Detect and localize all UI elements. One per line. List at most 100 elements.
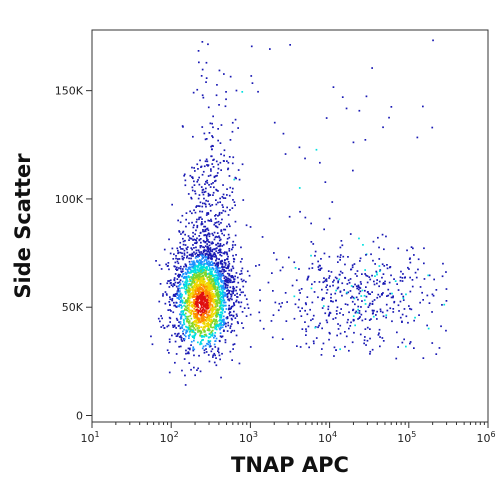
data-point <box>186 317 189 320</box>
data-point <box>201 310 203 312</box>
data-point <box>224 270 227 272</box>
data-point <box>197 264 200 266</box>
data-point <box>210 287 212 290</box>
data-point <box>167 324 170 327</box>
data-point <box>212 292 215 295</box>
data-point <box>204 283 206 286</box>
data-point <box>214 354 216 357</box>
data-point <box>211 288 214 290</box>
data-point <box>228 304 230 307</box>
data-point <box>210 298 212 301</box>
data-point <box>401 313 404 316</box>
data-point <box>201 302 204 305</box>
data-point <box>216 270 219 273</box>
data-point <box>178 267 180 269</box>
data-point <box>182 243 185 246</box>
data-point <box>177 297 180 300</box>
data-point <box>426 294 429 297</box>
data-point <box>203 316 206 318</box>
data-point <box>180 295 183 298</box>
data-point <box>168 316 171 319</box>
data-point <box>182 240 185 243</box>
data-point <box>202 276 205 278</box>
data-point <box>200 339 203 342</box>
data-point <box>197 278 200 280</box>
data-point <box>205 259 208 262</box>
data-point <box>397 247 400 250</box>
data-point <box>186 246 189 248</box>
data-point <box>215 160 218 163</box>
data-point <box>208 287 210 289</box>
data-point <box>219 305 221 307</box>
data-point <box>177 252 179 255</box>
data-point <box>226 194 228 196</box>
data-point <box>217 293 220 296</box>
data-point <box>231 130 234 133</box>
data-point <box>209 343 211 345</box>
data-point <box>220 314 223 316</box>
data-point <box>218 235 220 238</box>
data-point <box>193 238 196 241</box>
data-point <box>198 238 201 241</box>
data-point <box>346 291 348 294</box>
data-point <box>179 267 182 270</box>
data-point <box>375 314 377 316</box>
data-point <box>232 343 235 346</box>
data-point <box>221 218 223 221</box>
data-point <box>175 327 177 329</box>
data-point <box>353 297 356 300</box>
data-point <box>342 255 345 258</box>
data-point <box>220 336 223 338</box>
data-point <box>317 296 319 299</box>
data-point <box>194 257 197 259</box>
data-point <box>219 311 222 314</box>
data-point <box>193 308 196 310</box>
data-point <box>221 268 224 271</box>
data-point <box>202 298 205 301</box>
data-point <box>186 309 189 312</box>
data-point <box>210 316 212 318</box>
data-point <box>207 319 210 321</box>
data-point <box>214 225 217 227</box>
data-point <box>431 311 433 313</box>
data-point <box>230 276 233 279</box>
data-point <box>212 166 215 168</box>
data-point <box>201 276 204 279</box>
data-point <box>325 292 328 294</box>
data-point <box>198 275 201 277</box>
data-point <box>231 318 233 321</box>
data-point <box>357 318 359 320</box>
data-point <box>209 261 212 264</box>
data-point <box>207 343 209 346</box>
data-point <box>194 270 197 272</box>
data-point <box>258 311 261 314</box>
data-point <box>242 199 245 201</box>
data-point <box>322 281 325 284</box>
data-point <box>201 319 203 322</box>
data-point <box>192 294 195 296</box>
data-point <box>227 279 230 281</box>
data-point <box>224 283 227 286</box>
data-point <box>379 336 381 338</box>
data-point <box>212 194 214 196</box>
data-point <box>223 323 225 325</box>
data-point <box>405 293 407 296</box>
data-point <box>217 311 219 314</box>
data-point <box>208 310 211 313</box>
data-point <box>195 249 198 252</box>
data-point <box>213 295 216 297</box>
data-point <box>193 315 195 317</box>
data-point <box>191 221 193 224</box>
data-point <box>185 278 187 280</box>
data-point <box>215 199 217 201</box>
data-point <box>220 124 223 126</box>
data-point <box>221 326 224 329</box>
data-point <box>188 320 191 322</box>
data-point <box>174 273 177 275</box>
data-point <box>190 237 193 240</box>
data-point <box>364 318 367 320</box>
data-point <box>312 243 315 245</box>
data-point <box>188 335 190 337</box>
data-point <box>390 106 393 108</box>
data-point <box>232 156 235 159</box>
